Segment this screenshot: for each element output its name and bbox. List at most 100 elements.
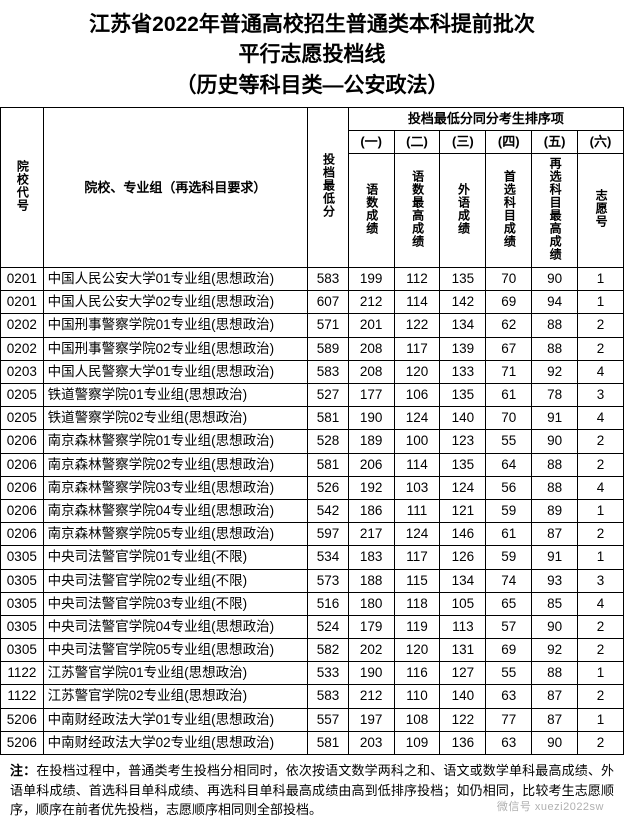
cell-score: 607 xyxy=(308,291,349,314)
table-row: 1122江苏警官学院01专业组(思想政治)53319011612755881 xyxy=(1,662,624,685)
cell-c4: 69 xyxy=(486,291,532,314)
title-line-3: （历史等科目类—公安政法） xyxy=(8,71,616,101)
cell-c3: 142 xyxy=(440,291,486,314)
table-body: 0201中国人民公安大学01专业组(思想政治)58319911213570901… xyxy=(1,268,624,755)
cell-c5: 89 xyxy=(532,499,578,522)
cell-c3: 133 xyxy=(440,360,486,383)
header-col3-label: 外语成绩 xyxy=(440,153,486,268)
table-row: 0206南京森林警察学院01专业组(思想政治)52818910012355902 xyxy=(1,430,624,453)
cell-c1: 212 xyxy=(348,685,394,708)
cell-c2: 114 xyxy=(394,453,440,476)
cell-c4: 74 xyxy=(486,569,532,592)
table-row: 0305中央司法警官学院04专业组(思想政治)52417911911357902 xyxy=(1,615,624,638)
cell-c3: 135 xyxy=(440,384,486,407)
cell-c3: 134 xyxy=(440,569,486,592)
cell-c5: 85 xyxy=(532,592,578,615)
cell-c3: 126 xyxy=(440,546,486,569)
cell-c4: 61 xyxy=(486,523,532,546)
cell-name: 中央司法警官学院02专业组(不限) xyxy=(43,569,308,592)
cell-score: 534 xyxy=(308,546,349,569)
cell-code: 5206 xyxy=(1,731,44,754)
cell-c3: 113 xyxy=(440,615,486,638)
cell-score: 533 xyxy=(308,662,349,685)
cell-name: 中国刑事警察学院02专业组(思想政治) xyxy=(43,337,308,360)
cell-score: 581 xyxy=(308,453,349,476)
cell-name: 南京森林警察学院03专业组(思想政治) xyxy=(43,476,308,499)
cell-c6: 2 xyxy=(578,453,624,476)
header-code: 院校代号 xyxy=(1,108,44,268)
cell-c4: 55 xyxy=(486,662,532,685)
cell-c3: 135 xyxy=(440,453,486,476)
cell-c5: 91 xyxy=(532,407,578,430)
table-row: 0206南京森林警察学院05专业组(思想政治)59721712414661872 xyxy=(1,523,624,546)
cell-name: 中南财经政法大学02专业组(思想政治) xyxy=(43,731,308,754)
cell-c5: 92 xyxy=(532,360,578,383)
header-col6-num: (六) xyxy=(578,130,624,153)
table-row: 0206南京森林警察学院02专业组(思想政治)58120611413564882 xyxy=(1,453,624,476)
cell-c6: 4 xyxy=(578,592,624,615)
cell-c3: 105 xyxy=(440,592,486,615)
cell-c1: 192 xyxy=(348,476,394,499)
cell-name: 中央司法警官学院01专业组(不限) xyxy=(43,546,308,569)
table-header: 院校代号 院校、专业组（再选科目要求） 投档最低分 投档最低分同分考生排序项 (… xyxy=(1,108,624,268)
cell-c4: 67 xyxy=(486,337,532,360)
cell-name: 铁道警察学院01专业组(思想政治) xyxy=(43,384,308,407)
cell-c1: 217 xyxy=(348,523,394,546)
cell-c3: 127 xyxy=(440,662,486,685)
cell-score: 542 xyxy=(308,499,349,522)
cell-name: 中国人民公安大学01专业组(思想政治) xyxy=(43,268,308,291)
cell-c4: 77 xyxy=(486,708,532,731)
table-row: 0305中央司法警官学院05专业组(思想政治)58220212013169922 xyxy=(1,639,624,662)
cell-c4: 62 xyxy=(486,314,532,337)
cell-code: 0205 xyxy=(1,407,44,430)
title-line-2: 平行志愿投档线 xyxy=(8,40,616,70)
cell-c1: 202 xyxy=(348,639,394,662)
cell-c2: 108 xyxy=(394,708,440,731)
cell-c5: 88 xyxy=(532,337,578,360)
cell-c5: 90 xyxy=(532,615,578,638)
table-row: 0202中国刑事警察学院01专业组(思想政治)57120112213462882 xyxy=(1,314,624,337)
cell-c6: 1 xyxy=(578,499,624,522)
cell-c6: 2 xyxy=(578,523,624,546)
table-row: 0305中央司法警官学院03专业组(不限)51618011810565854 xyxy=(1,592,624,615)
cell-c4: 61 xyxy=(486,384,532,407)
page-container: 江苏省2022年普通高校招生普通类本科提前批次 平行志愿投档线 （历史等科目类—… xyxy=(0,0,624,830)
header-col2-num: (二) xyxy=(394,130,440,153)
cell-c4: 59 xyxy=(486,546,532,569)
cell-c2: 120 xyxy=(394,360,440,383)
cell-c3: 122 xyxy=(440,708,486,731)
cell-score: 526 xyxy=(308,476,349,499)
cell-c1: 208 xyxy=(348,337,394,360)
cell-c3: 136 xyxy=(440,731,486,754)
cell-code: 0205 xyxy=(1,384,44,407)
cell-c2: 103 xyxy=(394,476,440,499)
table-row: 5206中南财经政法大学01专业组(思想政治)55719710812277871 xyxy=(1,708,624,731)
cell-code: 0305 xyxy=(1,546,44,569)
table-row: 0305中央司法警官学院01专业组(不限)53418311712659911 xyxy=(1,546,624,569)
cell-c1: 188 xyxy=(348,569,394,592)
cell-c3: 121 xyxy=(440,499,486,522)
cell-c4: 70 xyxy=(486,268,532,291)
cell-score: 583 xyxy=(308,268,349,291)
cell-code: 1122 xyxy=(1,685,44,708)
cell-c6: 2 xyxy=(578,430,624,453)
cell-c5: 90 xyxy=(532,731,578,754)
cell-code: 0206 xyxy=(1,499,44,522)
cell-c1: 197 xyxy=(348,708,394,731)
cell-name: 中南财经政法大学01专业组(思想政治) xyxy=(43,708,308,731)
cell-score: 528 xyxy=(308,430,349,453)
header-score: 投档最低分 xyxy=(308,108,349,268)
cell-score: 583 xyxy=(308,360,349,383)
cell-name: 江苏警官学院01专业组(思想政治) xyxy=(43,662,308,685)
cell-c6: 2 xyxy=(578,314,624,337)
cell-c2: 109 xyxy=(394,731,440,754)
cell-c6: 4 xyxy=(578,407,624,430)
cell-c4: 71 xyxy=(486,360,532,383)
cell-code: 0206 xyxy=(1,430,44,453)
cell-c2: 122 xyxy=(394,314,440,337)
cell-name: 南京森林警察学院04专业组(思想政治) xyxy=(43,499,308,522)
cell-c2: 112 xyxy=(394,268,440,291)
cell-c6: 2 xyxy=(578,685,624,708)
cell-c4: 55 xyxy=(486,430,532,453)
cell-c5: 90 xyxy=(532,268,578,291)
